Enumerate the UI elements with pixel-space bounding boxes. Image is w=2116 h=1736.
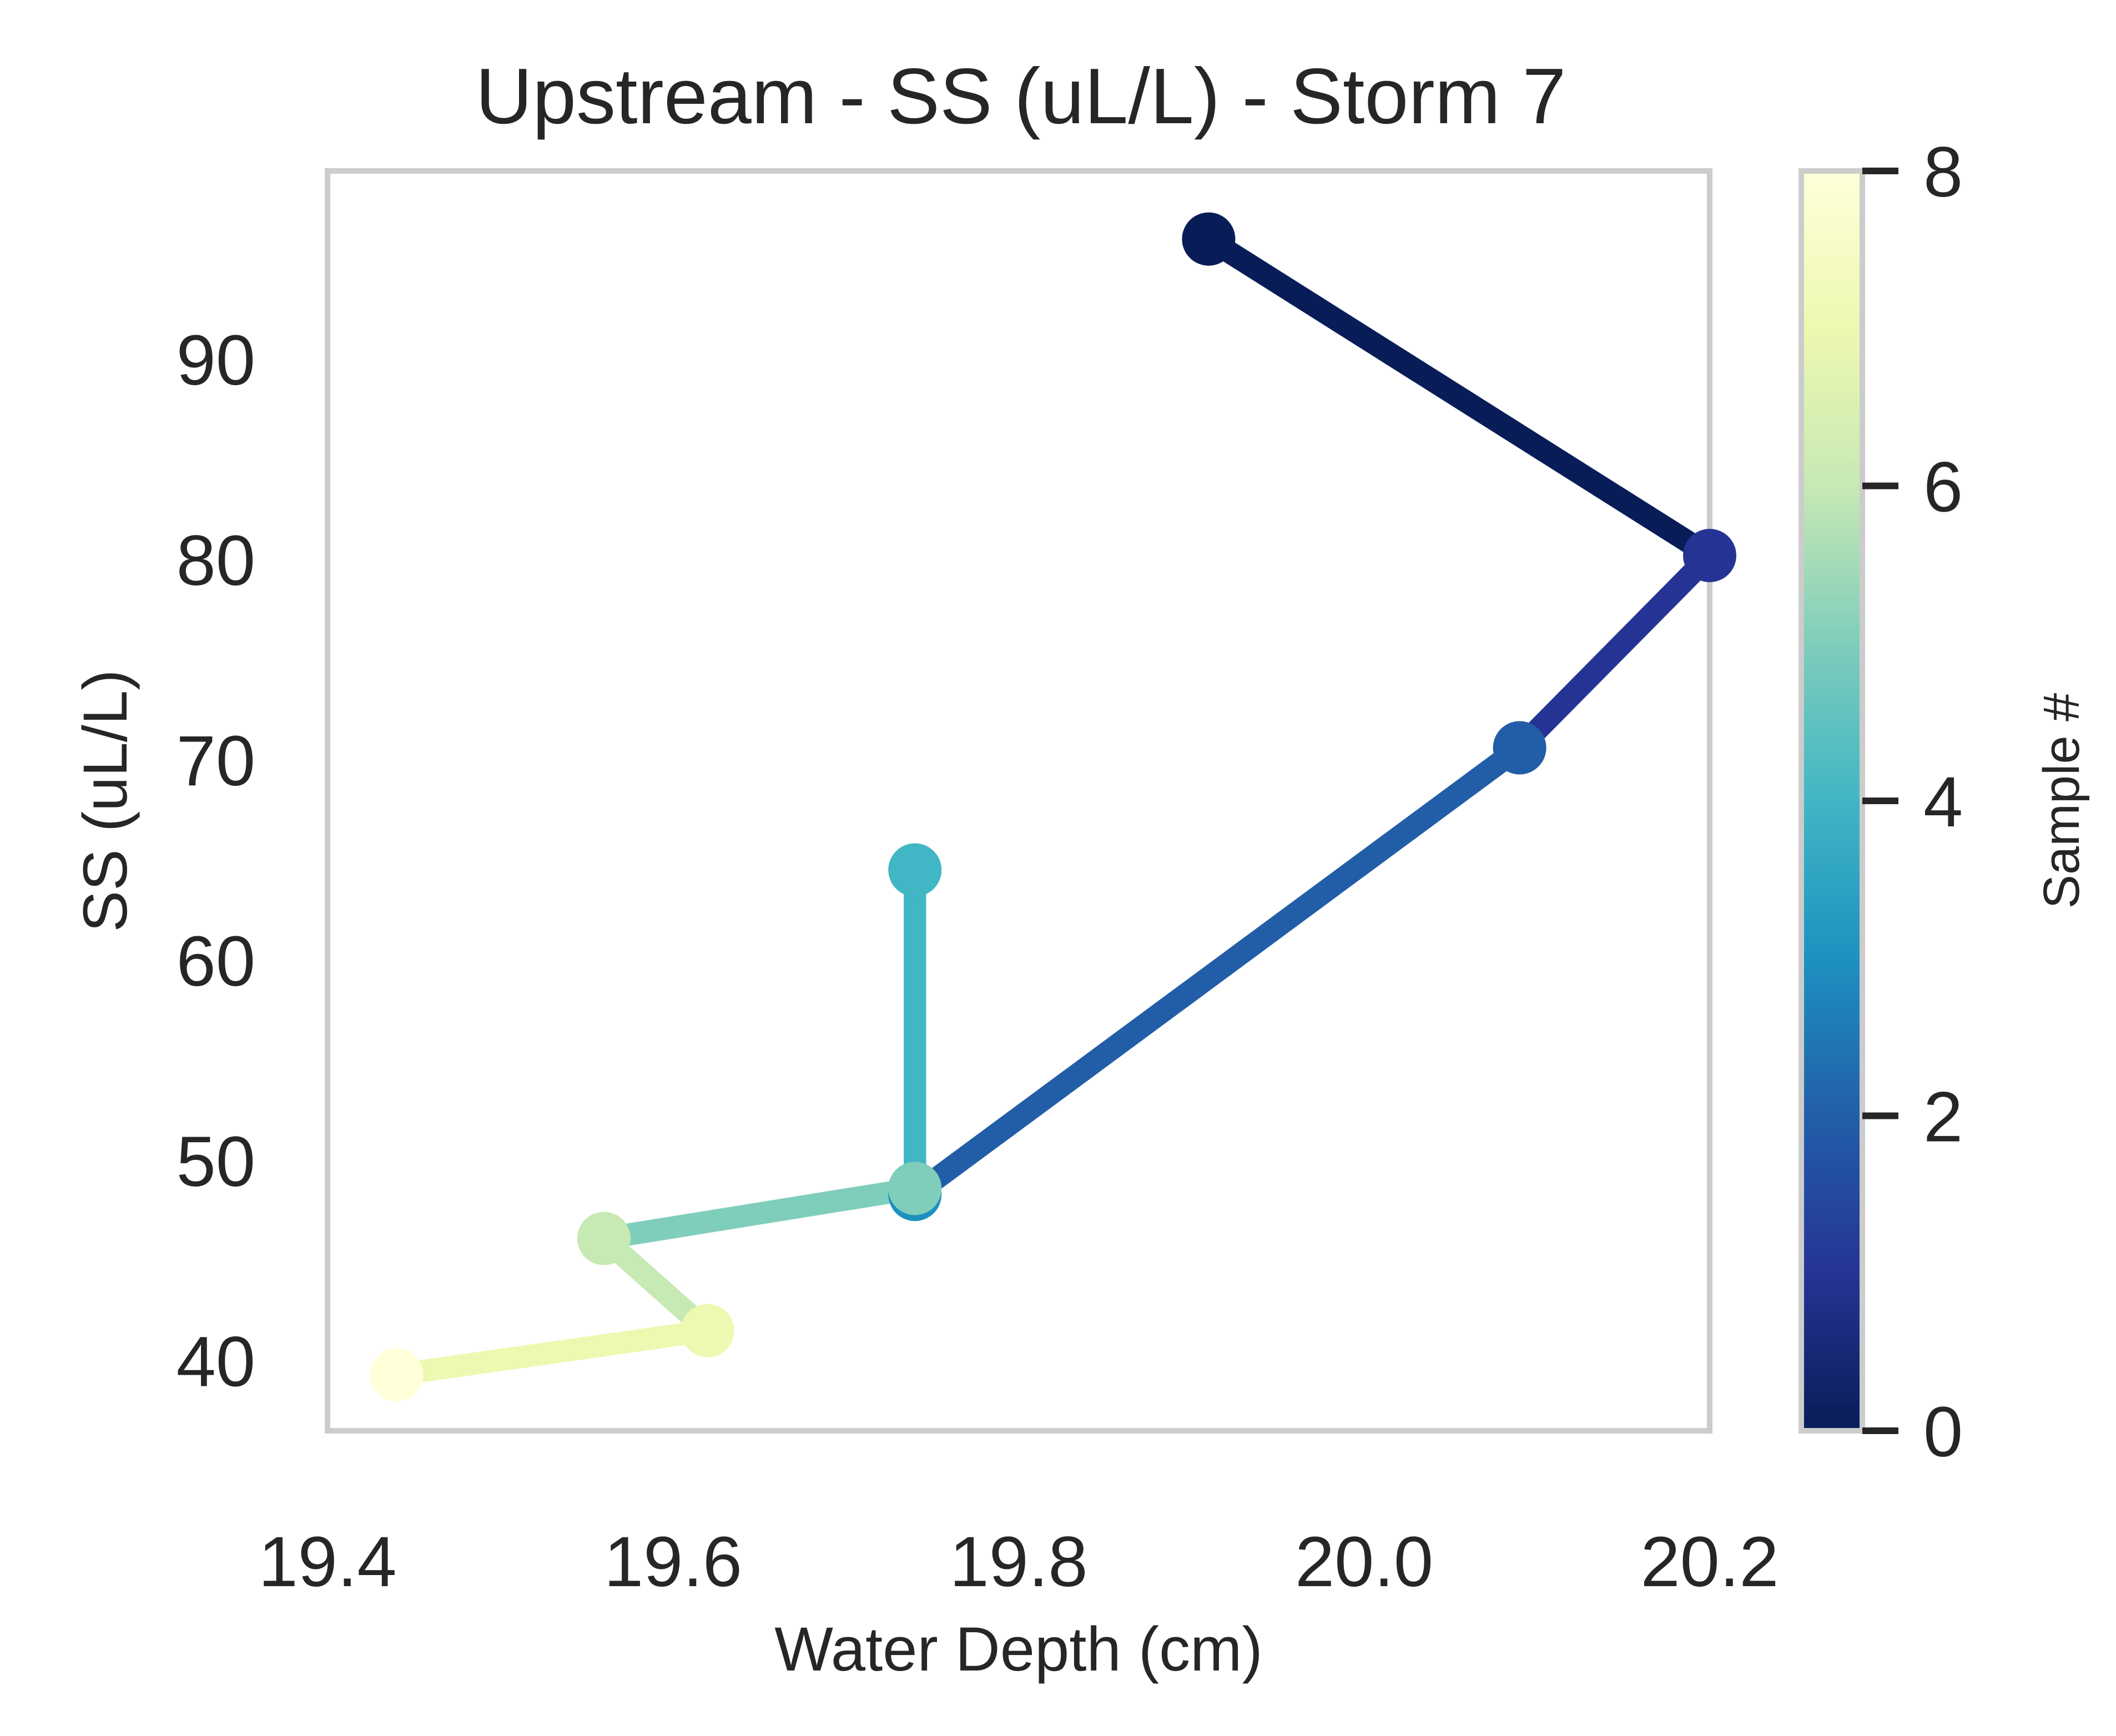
y-tick-label: 50 [177, 1122, 255, 1202]
colorbar-tick-label: 2 [1923, 1078, 1963, 1157]
colorbar-label: Sample # [2033, 693, 2090, 909]
y-tick-label: 90 [177, 321, 255, 400]
y-tick-label: 70 [177, 721, 255, 801]
line-segment-7 [395, 1319, 709, 1386]
y-tick-label: 60 [177, 922, 255, 1001]
x-tick-label: 19.4 [258, 1522, 396, 1602]
colorbar-ticks: 0 2 4 6 8 [1862, 133, 1963, 1472]
data-point-6 [577, 1212, 631, 1265]
x-axis-label: Water Depth (cm) [774, 1614, 1263, 1684]
colorbar-tick-label: 0 [1923, 1392, 1963, 1472]
data-point-2 [1493, 721, 1546, 775]
data-points [370, 212, 1736, 1401]
x-tick-label: 20.2 [1640, 1522, 1779, 1602]
y-tick-label: 40 [177, 1323, 255, 1402]
y-axis-label: SS (uL/L) [70, 669, 140, 932]
x-tick-label: 20.0 [1295, 1522, 1433, 1602]
data-line-segments [395, 229, 1718, 1386]
plot-area [325, 168, 1712, 1434]
x-tick-label: 19.8 [949, 1522, 1087, 1602]
data-point-5 [888, 1162, 942, 1215]
data-point-7 [681, 1304, 734, 1357]
colorbar-tick-label: 6 [1923, 448, 1963, 527]
colorbar-tick-label: 4 [1923, 763, 1963, 842]
line-segment-2 [908, 739, 1526, 1204]
y-axis-ticks: 40 50 60 70 80 90 [177, 321, 255, 1401]
colorbar-tick-label: 8 [1923, 133, 1963, 212]
y-tick-label: 80 [177, 521, 255, 600]
line-segment-0 [1202, 229, 1716, 565]
x-axis-ticks: 19.4 19.6 19.8 20.0 20.2 [258, 1522, 1779, 1602]
data-point-8 [370, 1348, 424, 1401]
line-segment-1 [1512, 547, 1718, 756]
chart-title: Upstream - SS (uL/L) - Storm 7 [476, 52, 1566, 140]
data-point-1 [1683, 528, 1736, 582]
x-tick-label: 19.6 [604, 1522, 742, 1602]
data-point-0 [1182, 212, 1236, 266]
data-point-4 [888, 843, 942, 897]
line-segment-5 [602, 1177, 917, 1250]
colorbar [1798, 168, 1865, 1434]
